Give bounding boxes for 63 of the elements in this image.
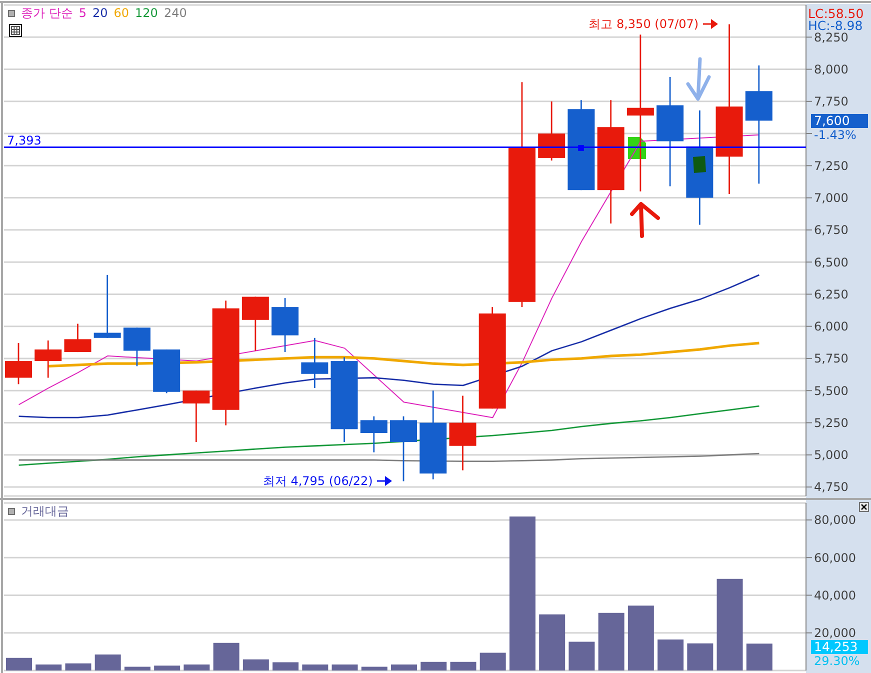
bar (272, 662, 299, 670)
bar (687, 643, 714, 670)
ref-line-label: 7,393 (7, 133, 42, 148)
bar (509, 516, 536, 670)
bar (716, 578, 743, 670)
y-tick-label: 7,250 (814, 158, 848, 173)
y-tick-label: 6,500 (814, 255, 848, 270)
annotation: 최저 4,795 (06/22) (262, 474, 373, 488)
legend-title: 종가 단순 (21, 6, 73, 20)
bar (628, 606, 654, 670)
bar (302, 664, 328, 670)
annotation: 최고 8,350 (07/07) (588, 17, 699, 32)
bar (213, 642, 240, 670)
y-tick-label: 20,000 (814, 626, 856, 640)
y-tick-label: 40,000 (814, 588, 856, 602)
y-tick-label: 60,000 (814, 550, 856, 565)
bar (184, 664, 210, 670)
bar (154, 666, 180, 670)
y-tick-label: 6,250 (814, 287, 848, 302)
candlestick (94, 274, 121, 339)
y-tick-label: 6,750 (814, 223, 848, 238)
text: 5 (78, 6, 86, 20)
y-tick-label: 5,250 (814, 416, 848, 430)
bar (124, 666, 150, 670)
bar (36, 664, 62, 670)
line-series (18, 452, 760, 462)
bar (242, 659, 269, 670)
y-tick-label: 4,750 (814, 480, 848, 494)
text: 120 (135, 6, 158, 20)
text: 14,253 (814, 638, 858, 654)
bar (65, 663, 92, 670)
bar (480, 652, 506, 670)
bar (539, 614, 566, 670)
y-tick-label: 5,500 (814, 384, 848, 398)
text: -1.43% (814, 128, 856, 142)
text: 29.30% (814, 654, 860, 668)
bar (6, 658, 32, 670)
y-tick-label: 80,000 (814, 513, 856, 528)
text: LC:58.50 (808, 6, 864, 21)
bar (746, 644, 772, 670)
text: 7,600 (814, 112, 850, 128)
text: 60 (114, 6, 130, 20)
y-tick-label: 8,000 (814, 62, 848, 76)
y-tick-label: 7,750 (814, 94, 848, 109)
bar (420, 662, 447, 670)
bar (332, 664, 358, 670)
y-tick-label: 8,250 (814, 30, 848, 44)
bar (568, 642, 595, 670)
text: 20 (92, 6, 108, 20)
text: 240 (164, 6, 187, 20)
y-tick-label: 7,000 (814, 191, 848, 205)
y-tick-label: 5,750 (814, 352, 848, 366)
text: HC:-8.98 (808, 18, 863, 33)
bar (450, 662, 476, 670)
y-tick-label: 5,000 (814, 448, 848, 462)
bar (361, 666, 388, 670)
bar (598, 612, 624, 670)
bar (658, 639, 684, 670)
y-tick-label: 6,000 (814, 320, 848, 334)
bar (391, 664, 418, 670)
bar (94, 654, 121, 670)
text: 거래대금 (21, 504, 69, 518)
line-series (18, 405, 760, 466)
